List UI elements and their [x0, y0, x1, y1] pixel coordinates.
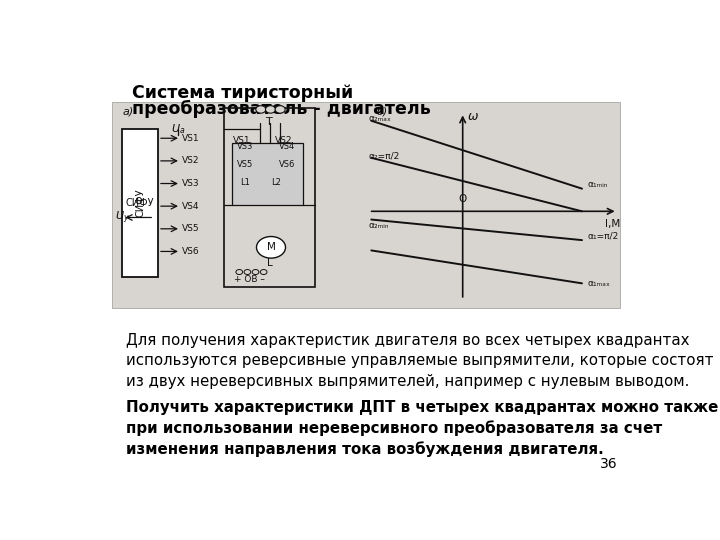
- Text: α₁ₘᵢₙ: α₁ₘᵢₙ: [587, 180, 608, 189]
- Text: L1: L1: [240, 178, 251, 187]
- Text: Система тиристорный: Система тиристорный: [132, 84, 353, 102]
- Text: СИФУ: СИФУ: [126, 198, 155, 208]
- Text: VS1: VS1: [182, 134, 199, 143]
- Circle shape: [256, 237, 286, 258]
- Text: М: М: [266, 242, 276, 252]
- Text: α₂ₘᵢₙ: α₂ₘᵢₙ: [369, 221, 390, 230]
- Text: $U_у$: $U_у$: [115, 210, 130, 226]
- Text: α₂ₘₐₓ: α₂ₘₐₓ: [369, 114, 392, 123]
- Text: Получить характеристики ДПТ в четырех квадрантах можно также и
при использовании: Получить характеристики ДПТ в четырех кв…: [126, 400, 720, 457]
- Text: а): а): [122, 106, 134, 117]
- Text: СИФУ: СИФУ: [135, 189, 145, 218]
- Text: б): б): [377, 106, 387, 117]
- Bar: [232, 144, 302, 205]
- Text: $U_а$: $U_а$: [171, 122, 185, 136]
- Bar: [224, 109, 315, 287]
- Text: VS6: VS6: [182, 247, 199, 256]
- Text: L: L: [267, 258, 273, 268]
- Text: VS1: VS1: [233, 136, 251, 145]
- Text: Для получения характеристик двигателя во всех четырех квадрантах
используются ре: Для получения характеристик двигателя во…: [126, 333, 714, 389]
- Text: ω: ω: [467, 110, 478, 123]
- Text: O: O: [459, 194, 467, 204]
- Text: I,M: I,M: [605, 219, 620, 228]
- Text: VS2: VS2: [182, 157, 199, 165]
- Circle shape: [252, 269, 259, 274]
- Text: VS5: VS5: [182, 224, 199, 233]
- Text: VS3: VS3: [237, 142, 253, 151]
- Text: преобразователь - двигатель: преобразователь - двигатель: [132, 100, 431, 118]
- Text: VS5: VS5: [237, 160, 253, 170]
- Circle shape: [256, 106, 266, 113]
- Text: α₂=π/2: α₂=π/2: [369, 151, 400, 160]
- Circle shape: [266, 106, 276, 113]
- Text: α₁ₘₐₓ: α₁ₘₐₓ: [587, 279, 610, 288]
- Bar: [122, 129, 158, 277]
- Text: VS4: VS4: [182, 201, 199, 211]
- Text: VS6: VS6: [279, 160, 295, 170]
- Text: VS4: VS4: [279, 142, 295, 151]
- Text: VS3: VS3: [182, 179, 199, 188]
- Circle shape: [236, 269, 243, 274]
- Text: VS2: VS2: [275, 136, 292, 145]
- Circle shape: [275, 106, 285, 113]
- Circle shape: [244, 269, 251, 274]
- Circle shape: [261, 269, 267, 274]
- Text: + ОВ –: + ОВ –: [234, 275, 265, 284]
- Text: L2: L2: [271, 178, 281, 187]
- Bar: [112, 102, 620, 308]
- Text: 36: 36: [600, 457, 617, 471]
- Text: T: T: [266, 117, 273, 127]
- Text: α₁=π/2: α₁=π/2: [587, 232, 618, 240]
